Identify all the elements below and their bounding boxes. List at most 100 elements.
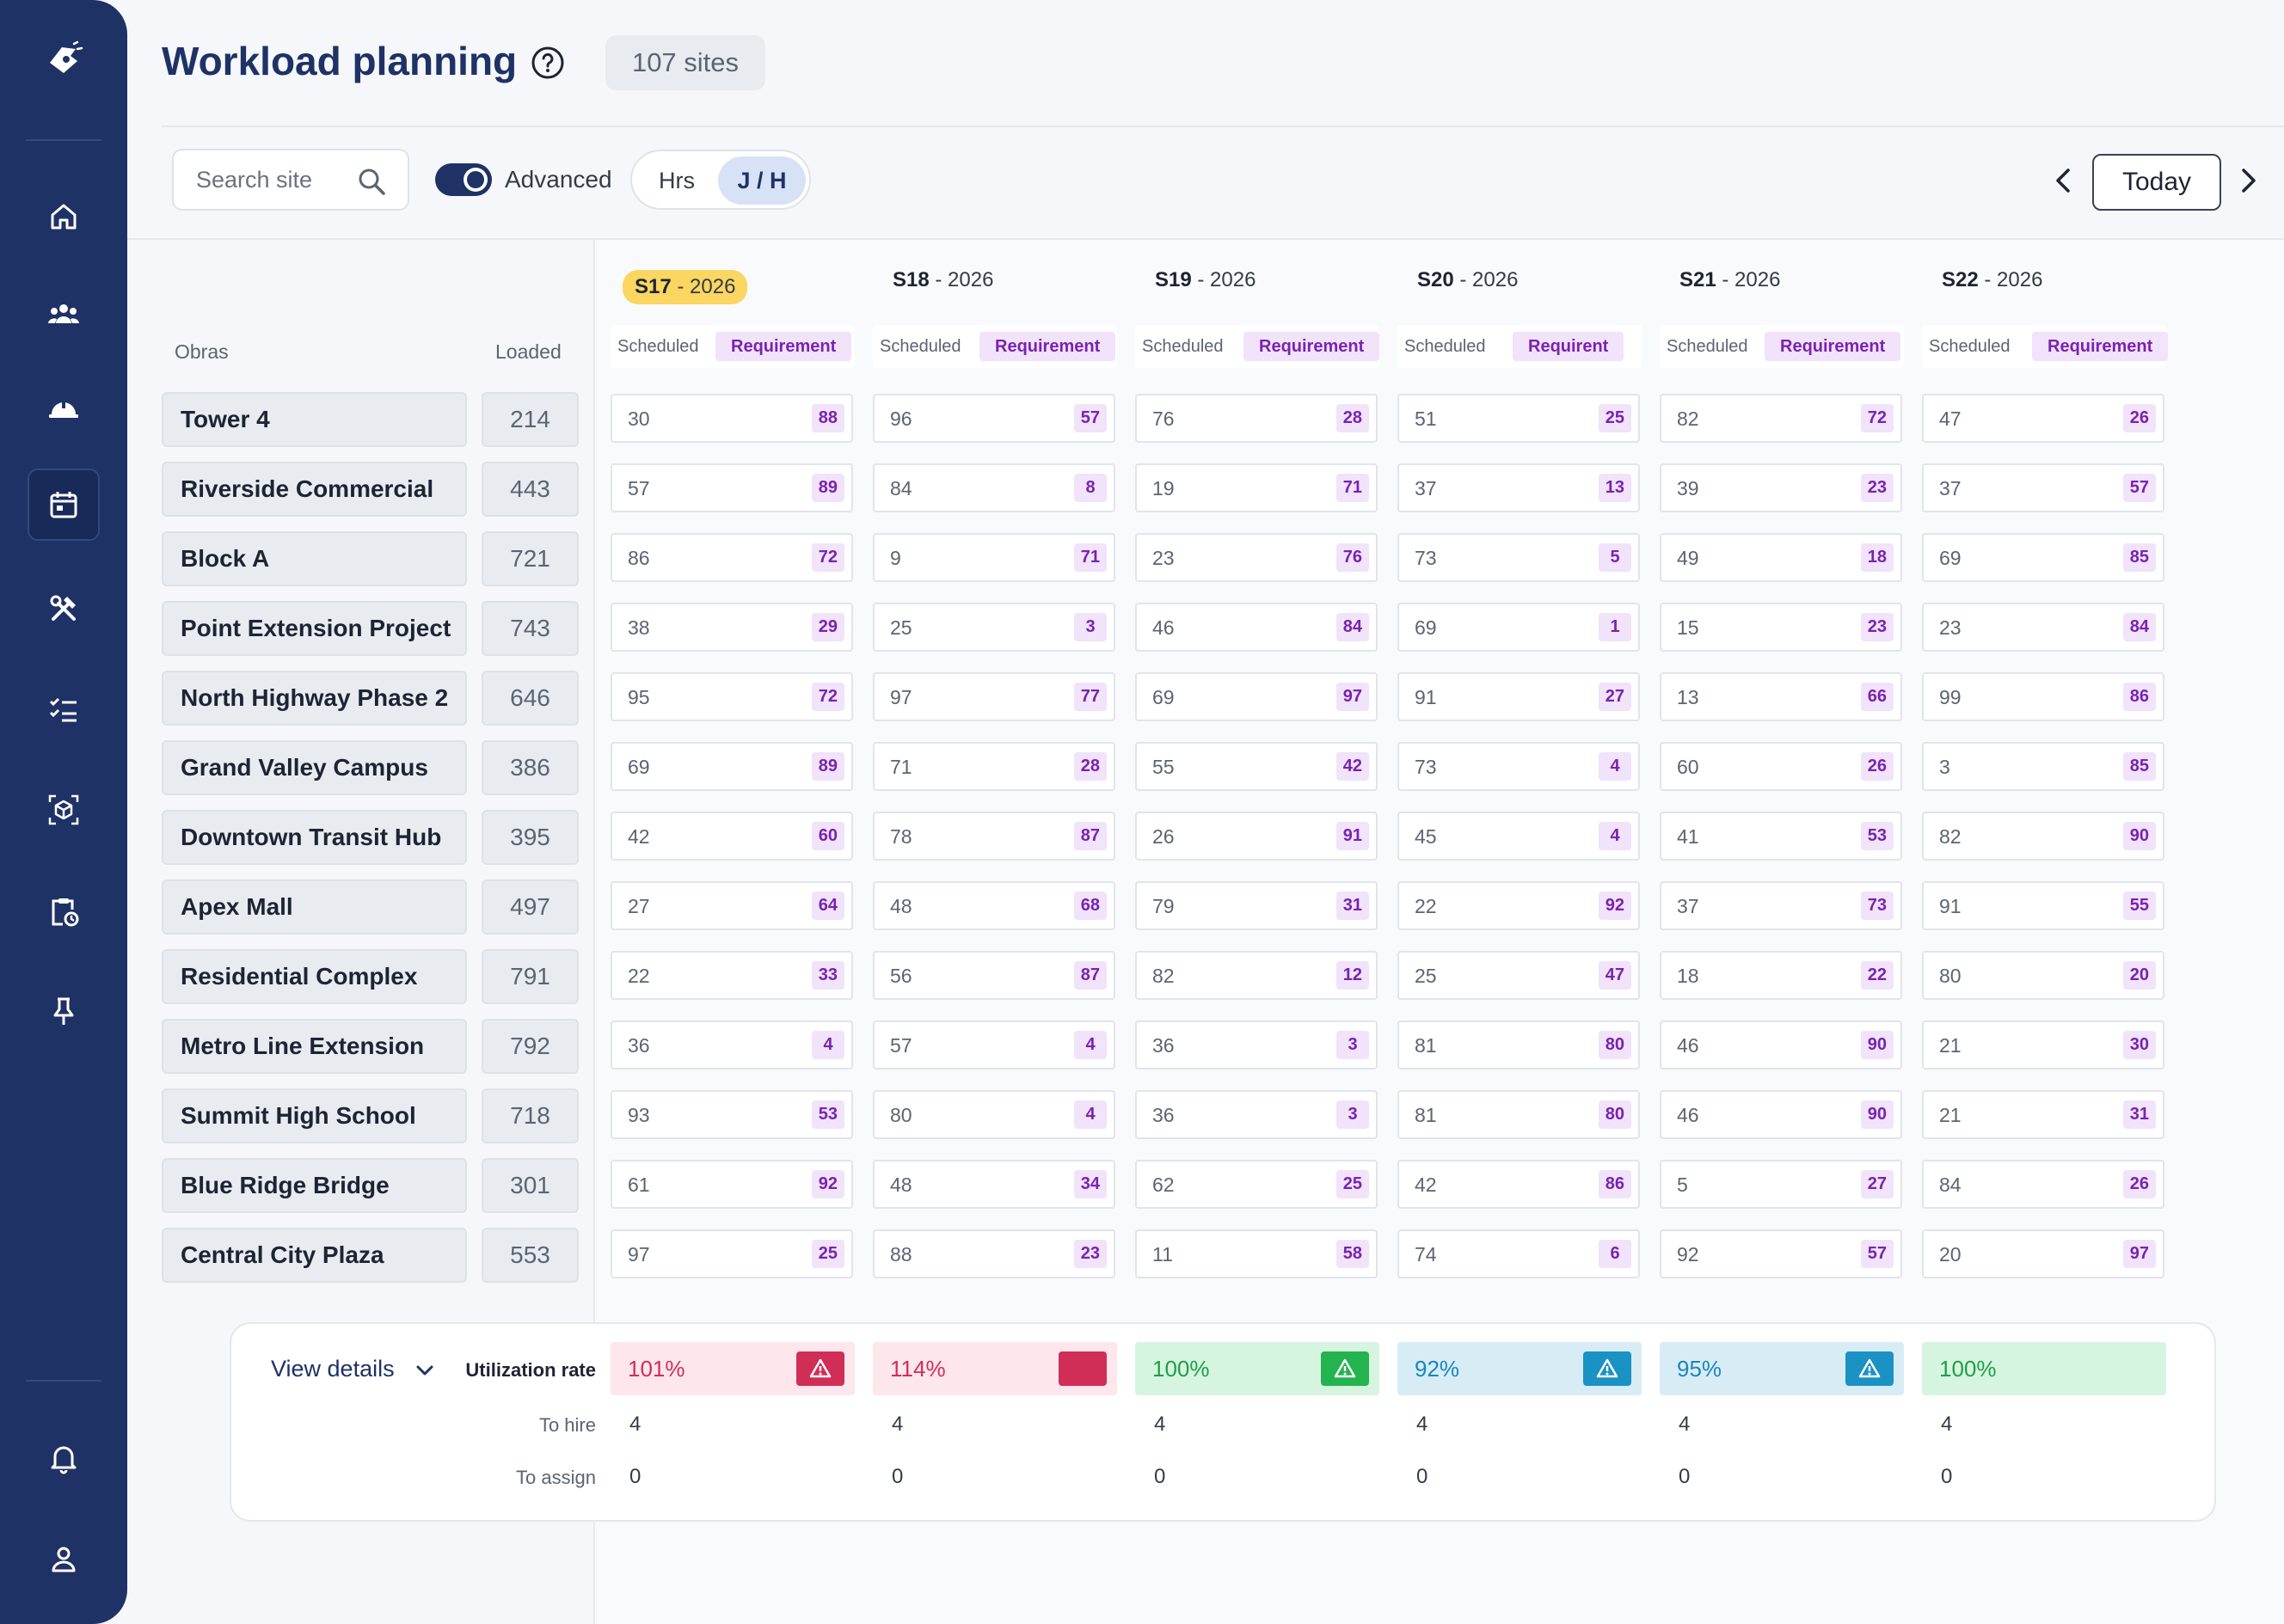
workload-cell[interactable]: 69 85 [1922,533,2164,582]
week-header-s17[interactable]: S17 - 2026 [623,270,748,304]
workload-cell[interactable]: 46 84 [1135,603,1378,652]
site-name-cell[interactable]: Apex Mall [162,879,467,935]
workload-cell[interactable]: 80 4 [873,1090,1115,1139]
workload-cell[interactable]: 27 64 [611,881,853,930]
workload-cell[interactable]: 80 20 [1922,951,2164,1000]
workload-cell[interactable]: 76 28 [1135,394,1378,443]
workload-cell[interactable]: 99 86 [1922,672,2164,721]
workload-cell[interactable]: 20 97 [1922,1229,2164,1278]
workload-cell[interactable]: 62 25 [1135,1160,1378,1209]
site-name-cell[interactable]: Residential Complex [162,949,467,1004]
workload-cell[interactable]: 46 90 [1660,1090,1902,1139]
workload-cell[interactable]: 11 58 [1135,1229,1378,1278]
week-header-s22[interactable]: S22 - 2026 [1942,268,2042,292]
workload-cell[interactable]: 22 33 [611,951,853,1000]
helmet-icon[interactable] [28,371,100,444]
workload-cell[interactable]: 56 87 [873,951,1115,1000]
unit-jh-option[interactable]: J / H [718,156,806,205]
workload-cell[interactable]: 86 72 [611,533,853,582]
workload-cell[interactable]: 74 6 [1397,1229,1640,1278]
workload-cell[interactable]: 21 30 [1922,1020,2164,1069]
advanced-toggle[interactable] [435,163,492,196]
workload-cell[interactable]: 30 88 [611,394,853,443]
workload-cell[interactable]: 79 31 [1135,881,1378,930]
site-name-cell[interactable]: Point Extension Project [162,601,467,656]
home-icon[interactable] [28,181,100,253]
3d-box-icon[interactable] [28,774,100,846]
workload-cell[interactable]: 69 89 [611,742,853,791]
week-header-s21[interactable]: S21 - 2026 [1679,268,1780,292]
workload-cell[interactable]: 91 27 [1397,672,1640,721]
workload-cell[interactable]: 57 89 [611,463,853,512]
workload-cell[interactable]: 46 90 [1660,1020,1902,1069]
warning-icon[interactable] [1583,1351,1631,1386]
workload-cell[interactable]: 9 71 [873,533,1115,582]
workload-cell[interactable]: 49 18 [1660,533,1902,582]
workload-cell[interactable]: 22 92 [1397,881,1640,930]
app-logo-icon[interactable] [41,39,84,82]
workload-cell[interactable]: 57 4 [873,1020,1115,1069]
workload-cell[interactable]: 3 85 [1922,742,2164,791]
workload-cell[interactable]: 48 68 [873,881,1115,930]
warning-icon[interactable] [796,1351,844,1386]
site-name-cell[interactable]: Central City Plaza [162,1228,467,1283]
chevron-right-icon[interactable] [2231,163,2265,198]
workload-cell[interactable]: 41 53 [1660,812,1902,861]
workload-cell[interactable]: 97 77 [873,672,1115,721]
workload-cell[interactable]: 25 3 [873,603,1115,652]
workload-cell[interactable]: 37 13 [1397,463,1640,512]
today-button[interactable]: Today [2092,154,2221,211]
workload-cell[interactable]: 48 34 [873,1160,1115,1209]
workload-cell[interactable]: 60 26 [1660,742,1902,791]
bell-icon[interactable] [28,1422,100,1494]
workload-cell[interactable]: 42 60 [611,812,853,861]
workload-cell[interactable]: 36 4 [611,1020,853,1069]
help-icon[interactable] [531,46,565,80]
workload-cell[interactable]: 25 47 [1397,951,1640,1000]
site-name-cell[interactable]: Blue Ridge Bridge [162,1158,467,1213]
workload-cell[interactable]: 71 28 [873,742,1115,791]
workload-cell[interactable]: 73 4 [1397,742,1640,791]
site-name-cell[interactable]: Tower 4 [162,392,467,447]
workload-cell[interactable]: 15 23 [1660,603,1902,652]
workload-cell[interactable]: 23 84 [1922,603,2164,652]
workload-cell[interactable]: 19 71 [1135,463,1378,512]
workload-cell[interactable]: 97 25 [611,1229,853,1278]
workload-cell[interactable]: 82 90 [1922,812,2164,861]
site-name-cell[interactable]: North Highway Phase 2 [162,671,467,726]
site-name-cell[interactable]: Riverside Commercial [162,462,467,517]
workload-cell[interactable]: 93 53 [611,1090,853,1139]
week-header-s19[interactable]: S19 - 2026 [1155,268,1256,292]
alert-badge[interactable] [1059,1351,1107,1386]
workload-cell[interactable]: 36 3 [1135,1020,1378,1069]
site-name-cell[interactable]: Summit High School [162,1088,467,1143]
workload-cell[interactable]: 55 42 [1135,742,1378,791]
workload-cell[interactable]: 91 55 [1922,881,2164,930]
site-name-cell[interactable]: Metro Line Extension [162,1019,467,1074]
view-details-toggle[interactable]: View details [271,1356,395,1382]
warning-icon[interactable] [1845,1351,1894,1386]
workload-cell[interactable]: 45 4 [1397,812,1640,861]
workload-cell[interactable]: 96 57 [873,394,1115,443]
chevron-left-icon[interactable] [2047,163,2081,198]
workload-cell[interactable]: 5 27 [1660,1160,1902,1209]
workload-cell[interactable]: 36 3 [1135,1090,1378,1139]
workload-cell[interactable]: 88 23 [873,1229,1115,1278]
unit-hrs-option[interactable]: Hrs [659,167,695,193]
calendar-icon[interactable] [28,469,100,541]
workload-cell[interactable]: 69 1 [1397,603,1640,652]
workload-cell[interactable]: 82 12 [1135,951,1378,1000]
user-profile-icon[interactable] [28,1523,100,1595]
users-icon[interactable] [28,279,100,351]
clipboard-clock-icon[interactable] [28,875,100,947]
workload-cell[interactable]: 23 76 [1135,533,1378,582]
site-name-cell[interactable]: Block A [162,531,467,586]
workload-cell[interactable]: 61 92 [611,1160,853,1209]
search-input[interactable] [196,162,351,197]
checklist-icon[interactable] [28,672,100,745]
search-icon[interactable] [356,166,387,197]
workload-cell[interactable]: 42 86 [1397,1160,1640,1209]
pin-icon[interactable] [28,975,100,1047]
week-header-s18[interactable]: S18 - 2026 [893,268,993,292]
search-site-box[interactable] [172,149,409,211]
